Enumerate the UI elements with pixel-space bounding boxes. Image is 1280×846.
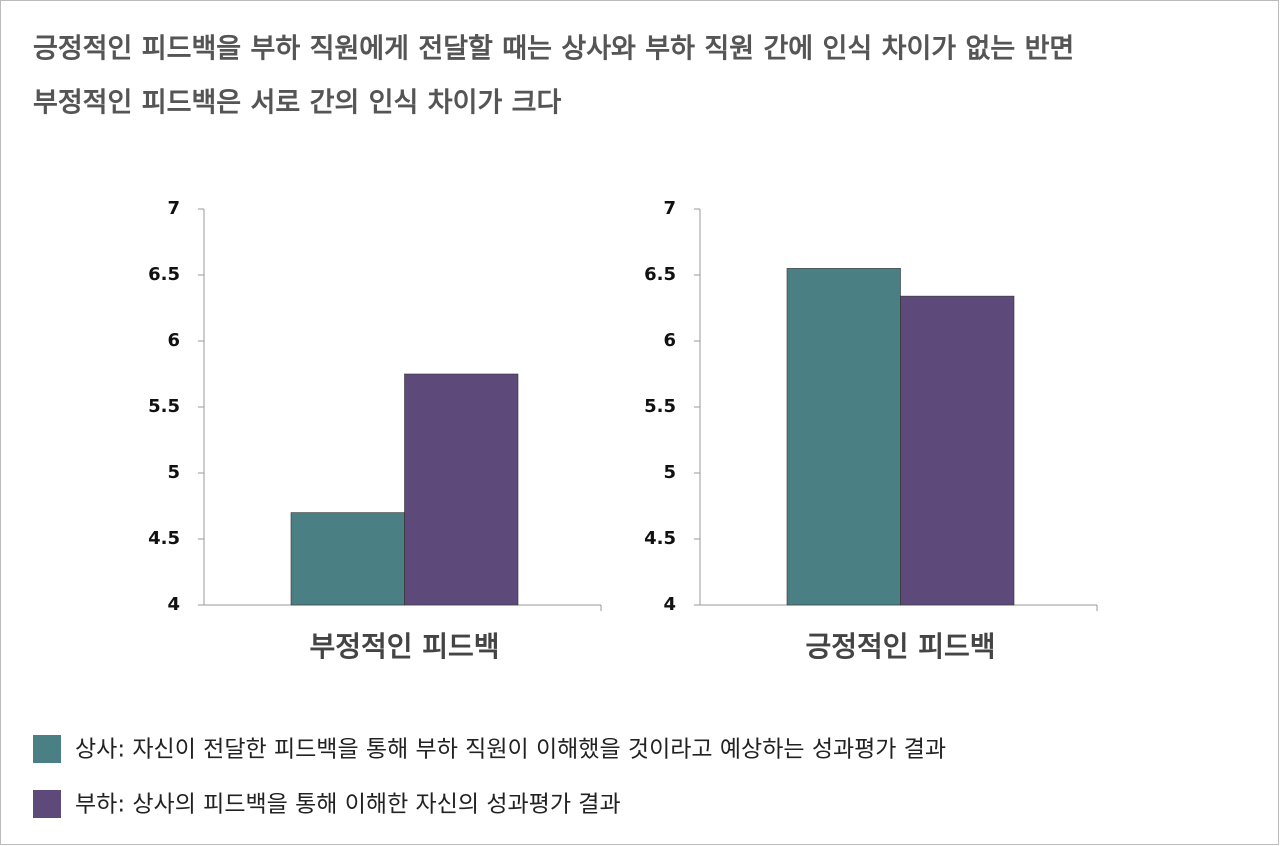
bar [786,268,901,606]
y-tick-label: 5 [167,462,180,483]
y-tick-label: 4.5 [644,528,676,549]
chart-title: 긍정적인 피드백을 부하 직원에게 전달할 때는 상사와 부하 직원 간에 인식… [33,34,1074,65]
y-tick-label: 7 [663,198,676,219]
legend-label: 부하: 상사의 피드백을 통해 이해한 자신의 성과평가 결과 [75,792,621,818]
y-tick-label: 5.5 [148,396,180,417]
y-tick-label: 5 [663,462,676,483]
y-tick-label: 4 [167,594,180,615]
y-tick-label: 6.5 [644,264,676,285]
y-tick-label: 4.5 [148,528,180,549]
y-tick-label: 6 [663,330,676,351]
x-tick-label: 부정적인 피드백 [309,630,499,663]
bar [404,373,519,606]
y-tick-label: 4 [663,594,676,615]
bar [290,512,405,606]
legend-label: 상사: 자신이 전달한 피드백을 통해 부하 직원이 이해했을 것이라고 예상하… [75,737,946,763]
chart-title: 부정적인 피드백은 서로 간의 인식 차이가 크다 [33,88,562,119]
x-tick-label: 긍정적인 피드백 [805,630,995,663]
legend-swatch [33,790,61,818]
y-tick-label: 5.5 [644,396,676,417]
y-tick-label: 6 [167,330,180,351]
y-tick-label: 6.5 [148,264,180,285]
y-tick-label: 7 [167,198,180,219]
bar [900,295,1015,606]
legend-swatch [33,735,61,763]
